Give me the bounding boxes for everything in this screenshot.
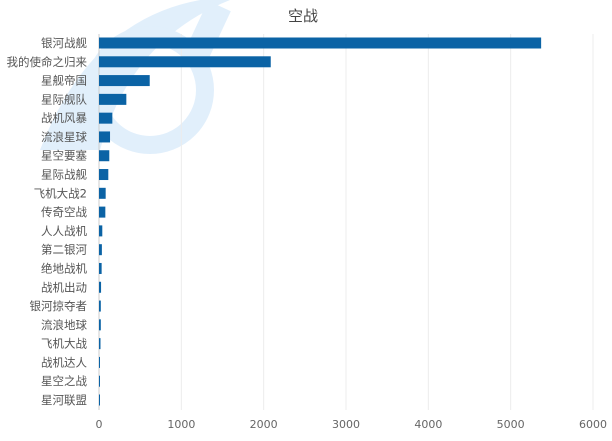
y-category-label: 战机出动 xyxy=(41,280,87,294)
y-category-label: 星际舰队 xyxy=(41,92,87,106)
x-tick-label: 3000 xyxy=(332,418,360,431)
x-tick-label: 0 xyxy=(96,418,103,431)
bar xyxy=(99,375,100,387)
watermark xyxy=(40,0,231,154)
x-tick-label: 4000 xyxy=(414,418,442,431)
bar xyxy=(99,150,110,162)
bar xyxy=(99,93,127,105)
y-category-label: 星舰帝国 xyxy=(41,74,87,88)
y-category-label: 战机风暴 xyxy=(41,111,87,125)
bar xyxy=(99,244,102,256)
y-category-label: 流浪星球 xyxy=(41,130,87,144)
y-category-label: 人人战机 xyxy=(41,224,87,238)
y-category-label: 星际战舰 xyxy=(41,168,87,182)
y-category-label: 绝地战机 xyxy=(41,261,87,275)
y-category-label: 星河联盟 xyxy=(41,393,87,407)
y-category-label: 银河战舰 xyxy=(41,36,87,50)
y-category-label: 飞机大战 xyxy=(41,337,87,351)
x-tick-label: 2000 xyxy=(250,418,278,431)
y-category-label: 战机达人 xyxy=(41,355,87,369)
y-category-label: 星空之战 xyxy=(41,374,87,388)
bar xyxy=(99,281,102,293)
bar xyxy=(99,75,150,87)
y-category-label: 星空要塞 xyxy=(41,149,87,163)
y-category-label: 银河掠夺者 xyxy=(30,299,88,313)
x-tick-label: 6000 xyxy=(579,418,607,431)
bar xyxy=(99,169,109,181)
x-tick-label: 5000 xyxy=(497,418,525,431)
bar xyxy=(99,37,542,49)
bar xyxy=(99,56,271,68)
bar xyxy=(99,112,113,124)
y-category-label: 流浪地球 xyxy=(41,318,87,332)
chart-title: 空战 xyxy=(288,7,318,25)
bar xyxy=(99,225,103,237)
bar xyxy=(99,338,101,350)
bar xyxy=(99,131,111,143)
y-category-label: 我的使命之归来 xyxy=(7,55,88,69)
bar xyxy=(99,262,102,274)
y-category-label: 传奇空战 xyxy=(41,205,87,219)
y-category-label: 第二银河 xyxy=(41,243,87,257)
bar xyxy=(99,356,100,368)
bar xyxy=(99,300,101,312)
bar xyxy=(99,319,101,331)
y-category-label: 飞机大战2 xyxy=(34,186,87,200)
bar xyxy=(99,187,106,199)
x-tick-label: 1000 xyxy=(167,418,195,431)
bar xyxy=(99,206,106,218)
bar xyxy=(99,394,100,406)
